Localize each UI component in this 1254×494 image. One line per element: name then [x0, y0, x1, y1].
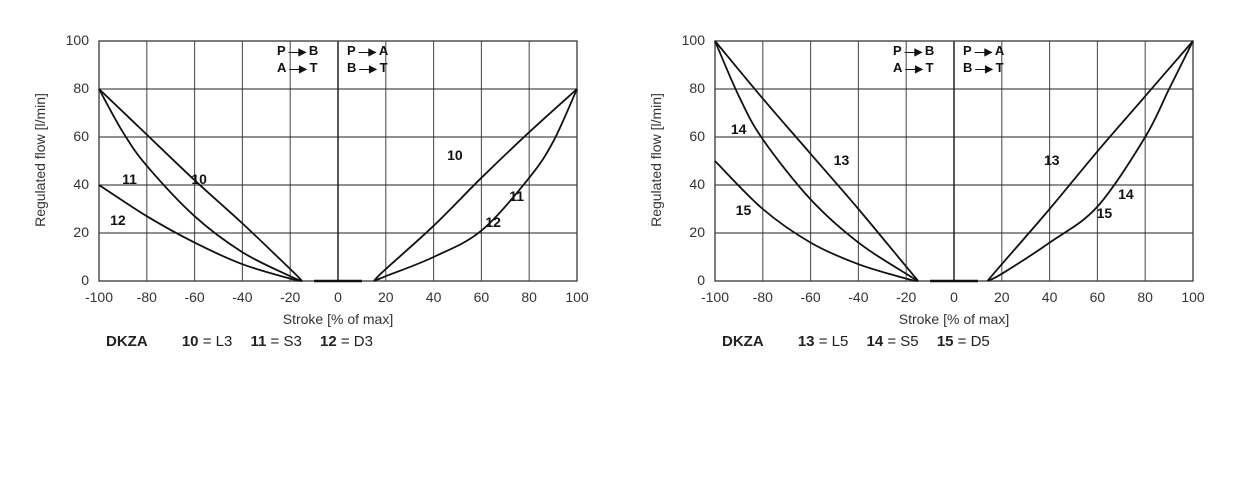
y-tick: 0 — [697, 272, 705, 288]
x-tick: -80 — [136, 289, 157, 305]
flow-b-to-t: B —▶ T — [963, 60, 1004, 75]
curve-label: 11 — [509, 188, 525, 204]
curve-label: 10 — [447, 147, 463, 164]
curve-line — [986, 40, 1194, 282]
y-tick: 40 — [73, 176, 89, 192]
legend: DKZA 10 = L3 11 = S3 12 = D3 — [106, 333, 373, 350]
legend-num-13: 13 — [797, 333, 815, 350]
y-tick: 60 — [73, 128, 89, 144]
arrow-icon: —▶ — [902, 64, 926, 75]
curve-line — [714, 160, 919, 282]
legend-code-s5: = S5 — [887, 333, 919, 350]
curve-label: 12 — [110, 212, 126, 228]
curve-label: 13 — [833, 152, 850, 168]
x-tick: 100 — [1181, 289, 1205, 305]
x-tick: 0 — [950, 289, 958, 305]
curve-line — [373, 88, 578, 282]
x-tick: -80 — [752, 289, 773, 305]
x-axis-label: Stroke [% of max] — [898, 311, 1010, 327]
legend-num-12: 12 — [319, 333, 337, 350]
flow-p-to-b: P —▶ B — [277, 43, 319, 58]
legend-code-l3: = L3 — [202, 333, 233, 350]
curve-line — [714, 40, 919, 282]
legend-code-d5: = D5 — [957, 333, 990, 350]
x-tick: 80 — [521, 289, 537, 305]
y-tick: 100 — [681, 32, 705, 48]
flow-a-to-t: A —▶ T — [893, 60, 934, 75]
curve-label: 14 — [1118, 185, 1134, 202]
legend-model: DKZA — [722, 333, 764, 350]
grid — [715, 41, 1193, 281]
plot-area — [98, 40, 578, 283]
x-tick: -40 — [848, 289, 869, 305]
curve-line — [98, 184, 303, 282]
legend-num-15: 15 — [936, 333, 954, 350]
legend-code-l5: = L5 — [818, 333, 849, 350]
curve-label: 15 — [1096, 204, 1113, 221]
y-tick: 60 — [689, 128, 705, 144]
x-tick: 80 — [1137, 289, 1153, 305]
x-tick: 40 — [425, 289, 442, 305]
curve-label: 15 — [735, 202, 752, 219]
arrow-icon: —▶ — [285, 47, 309, 58]
x-tick: 60 — [1089, 289, 1106, 305]
curve-label: 10 — [191, 171, 207, 188]
arrow-icon: —▶ — [971, 47, 995, 58]
curve-line — [373, 88, 578, 282]
flow-p-to-a: P —▶ A — [963, 43, 1005, 58]
x-tick: -60 — [800, 289, 821, 305]
chart-2: Regulated flow [l/min] 100 80 60 40 20 0 -100-… — [616, 0, 1236, 360]
y-tick: 0 — [81, 272, 89, 288]
arrow-icon: —▶ — [356, 64, 380, 75]
y-tick: 20 — [73, 224, 89, 240]
flow-p-to-b: P —▶ B — [893, 43, 935, 58]
x-tick: 40 — [1041, 289, 1058, 305]
curve-label: 13 — [1043, 152, 1060, 168]
legend-num-14: 14 — [866, 333, 884, 350]
x-tick: 0 — [334, 289, 342, 305]
arrow-icon: —▶ — [901, 47, 925, 58]
flow-a-to-t: A —▶ T — [277, 60, 318, 75]
curve-line — [714, 40, 919, 282]
curve-line — [98, 88, 303, 282]
arrow-icon: —▶ — [972, 64, 996, 75]
y-tick: 100 — [65, 32, 89, 48]
x-tick: 100 — [565, 289, 589, 305]
curve-label: 11 — [122, 171, 137, 188]
arrow-icon: —▶ — [286, 64, 310, 75]
x-tick: 60 — [473, 289, 490, 305]
legend-num-10: 10 — [181, 333, 199, 350]
curve-line — [98, 88, 303, 282]
x-tick: -100 — [84, 289, 114, 305]
grid — [99, 41, 577, 281]
flow-b-to-t: B —▶ T — [347, 60, 388, 75]
x-tick: 20 — [378, 289, 394, 305]
y-tick: 80 — [73, 80, 89, 96]
x-tick: -100 — [700, 289, 730, 305]
x-tick: -40 — [232, 289, 253, 305]
legend: DKZA 13 = L5 14 = S5 15 = D5 — [722, 333, 990, 350]
legend-num-11: 11 — [250, 333, 267, 350]
flow-p-to-a: P —▶ A — [347, 43, 389, 58]
curve-line — [987, 40, 1194, 282]
y-tick: 20 — [689, 224, 705, 240]
curve-label: 14 — [730, 120, 747, 137]
x-tick: 20 — [994, 289, 1010, 305]
legend-model: DKZA — [106, 333, 148, 350]
chart-1: Regulated flow [l/min] 100 80 60 40 20 0 -100-… — [0, 0, 620, 360]
curve-label: 12 — [485, 214, 501, 231]
y-tick: 80 — [689, 80, 705, 96]
plot-area — [714, 40, 1194, 283]
legend-code-s3: = S3 — [270, 333, 302, 350]
x-tick: -20 — [896, 289, 917, 305]
x-tick: -20 — [280, 289, 301, 305]
arrow-icon: —▶ — [355, 47, 379, 58]
x-tick: -60 — [184, 289, 205, 305]
y-tick: 40 — [689, 176, 705, 192]
x-axis-label: Stroke [% of max] — [282, 311, 394, 327]
legend-code-d3: = D3 — [340, 333, 373, 350]
